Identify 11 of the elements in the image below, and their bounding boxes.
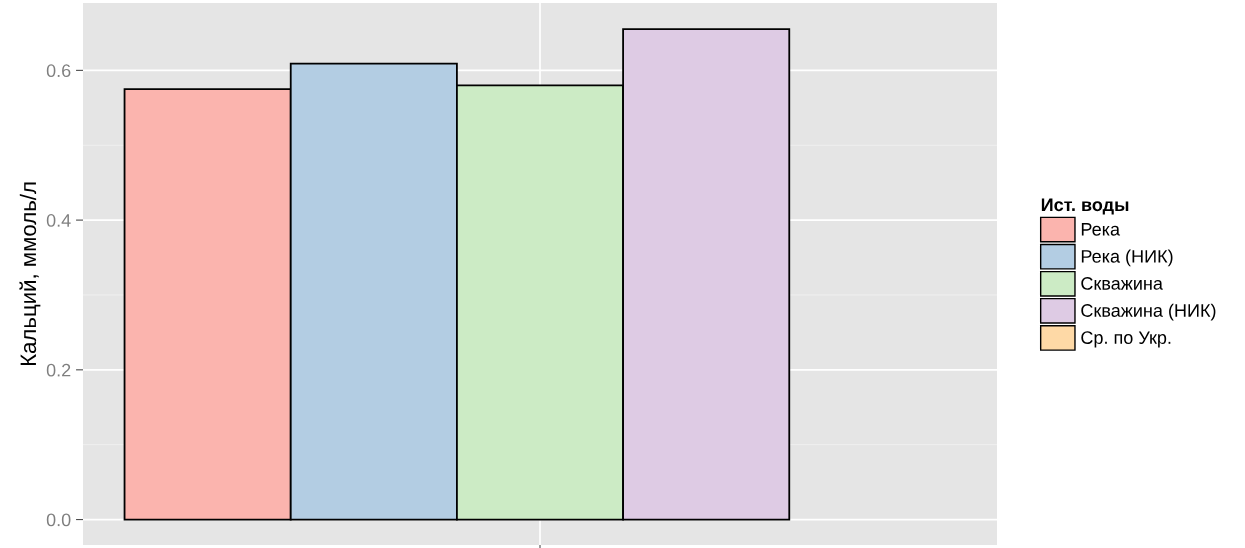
legend-label: Скважина xyxy=(1081,277,1163,290)
legend-title: Ист. воды xyxy=(1041,198,1129,215)
legend-label: Река xyxy=(1081,223,1121,236)
y-tick-label: 0.2 xyxy=(46,363,71,377)
y-tick-label: 0.4 xyxy=(46,214,71,227)
y-tick-label: 0.0 xyxy=(46,513,71,527)
y-axis-title: Кальций, ммоль/л xyxy=(19,182,41,366)
legend-label: Река (НИК) xyxy=(1081,249,1173,267)
legend-label: Скважина (НИК) xyxy=(1081,303,1216,321)
y-tick-label: 0.6 xyxy=(46,64,71,78)
legend-label: Ср. по Укр. xyxy=(1081,331,1171,348)
